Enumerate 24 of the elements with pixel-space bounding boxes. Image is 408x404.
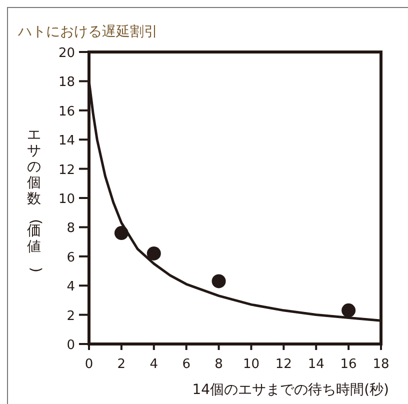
y-tick-label: 6 (66, 250, 75, 266)
x-tick-label: 18 (372, 357, 390, 372)
x-tick-label: 8 (214, 357, 223, 372)
x-tick-label: 12 (275, 357, 292, 372)
text: エサの個数(価値) (27, 127, 44, 272)
y-tick-label: 0 (66, 338, 75, 353)
y-tick-label: 2 (66, 308, 75, 324)
x-tick-label: 4 (150, 357, 158, 372)
chart-title: ハトにおける遅延割引 (17, 24, 158, 40)
y-tick-label: 10 (58, 192, 75, 207)
x-tick-label: 2 (117, 357, 126, 372)
y-tick-label: 4 (66, 280, 75, 295)
y-tick-label: 16 (58, 104, 75, 120)
x-tick-label: 16 (340, 357, 357, 372)
x-tick-label: 6 (182, 357, 190, 372)
y-tick-label: 18 (58, 75, 75, 90)
y-tick-label: 12 (58, 162, 75, 178)
x-tick-label: 14 (308, 357, 324, 372)
x-tick-label: 10 (242, 357, 260, 372)
y-tick-label: 14 (58, 134, 75, 149)
x-axis-title: 14個のエサまでの待ち時間(秒) (192, 382, 389, 398)
x-tick-label: 0 (84, 357, 94, 372)
y-tick-label: 20 (58, 46, 75, 61)
y-tick-label: 8 (66, 221, 75, 236)
